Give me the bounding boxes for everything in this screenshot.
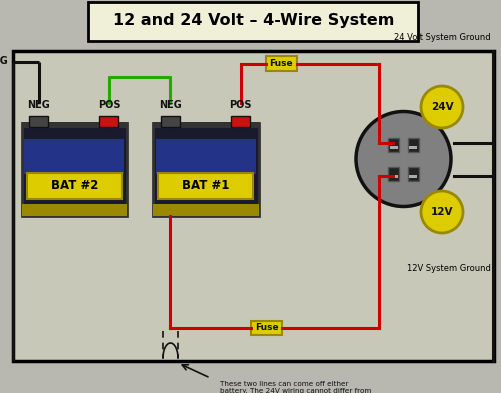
Bar (409, 146, 417, 149)
Bar (161, 116, 180, 127)
Text: NEG: NEG (159, 99, 181, 110)
Bar (22, 122, 127, 128)
Bar (22, 123, 127, 215)
Text: 12V: 12V (430, 207, 452, 217)
Bar (265, 57, 296, 70)
Text: BAT #2: BAT #2 (51, 179, 98, 193)
Bar (27, 173, 122, 199)
Bar (153, 122, 258, 128)
Bar (407, 138, 418, 151)
Bar (409, 175, 417, 178)
Bar (30, 116, 49, 127)
Bar (156, 139, 256, 174)
Text: BAT #1: BAT #1 (182, 179, 229, 193)
Circle shape (420, 191, 462, 233)
Bar (387, 138, 398, 151)
Bar (389, 175, 397, 178)
Text: 12 and 24 Volt – 4-Wire System: 12 and 24 Volt – 4-Wire System (113, 13, 393, 29)
Bar (22, 204, 127, 215)
Bar (158, 173, 253, 199)
Text: 12V System Ground: 12V System Ground (406, 264, 490, 273)
Bar (99, 116, 118, 127)
Circle shape (420, 86, 462, 128)
Text: NEG: NEG (28, 99, 50, 110)
Text: POS: POS (229, 99, 251, 110)
Text: POS: POS (98, 99, 120, 110)
Bar (230, 116, 249, 127)
Bar (25, 139, 124, 174)
FancyBboxPatch shape (88, 2, 418, 40)
Bar (14, 50, 492, 360)
Bar (250, 321, 282, 334)
Text: These two lines can come off either
battery. The 24V wiring cannot differ from
t: These two lines can come off either batt… (220, 380, 387, 393)
Bar (153, 204, 258, 215)
Bar (387, 167, 398, 180)
Circle shape (355, 112, 450, 206)
Text: Fuse: Fuse (269, 59, 292, 68)
Text: 24V: 24V (430, 102, 452, 112)
Bar (407, 167, 418, 180)
Text: Fuse: Fuse (254, 323, 278, 332)
Text: 24 Volt System Ground: 24 Volt System Ground (394, 33, 490, 42)
Bar (389, 146, 397, 149)
Text: NEG: NEG (0, 57, 8, 66)
Bar (153, 123, 258, 215)
